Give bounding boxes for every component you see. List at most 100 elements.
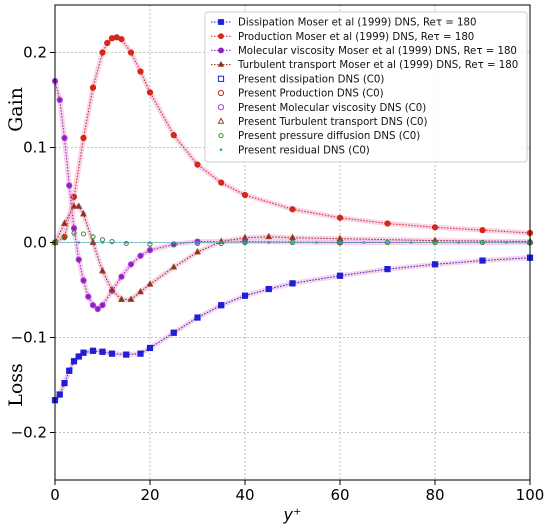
x-tick-label: 60: [330, 486, 349, 504]
data-point: [337, 272, 343, 279]
legend-item: Turbulent transport Moser et al (1999) D…: [211, 60, 518, 71]
data-point: [362, 241, 366, 244]
y-tick-label: −0.1: [11, 329, 47, 347]
legend-marker: [218, 19, 224, 25]
legend-items: Dissipation Moser et al (1999) DNS, Reτ …: [211, 18, 518, 156]
y-tick-label: 0.2: [23, 44, 47, 62]
data-point: [170, 132, 177, 139]
legend-label: Production Moser et al (1999) DNS, Reτ =…: [238, 32, 474, 43]
data-point: [242, 292, 248, 299]
legend-item: Production Moser et al (1999) DNS, Reτ =…: [211, 32, 474, 43]
legend-item: Present Turbulent transport DNS (C0): [217, 117, 428, 128]
data-point: [99, 237, 106, 243]
legend-marker: [217, 117, 225, 124]
data-point: [431, 224, 439, 231]
series-9: [53, 241, 532, 244]
data-point: [137, 68, 144, 75]
legend-marker: [217, 104, 225, 111]
data-point: [146, 344, 154, 352]
series-7: [51, 202, 534, 302]
data-point: [148, 241, 152, 244]
data-point: [170, 329, 177, 336]
data-point: [146, 247, 154, 254]
data-point: [118, 273, 125, 280]
data-point: [123, 351, 130, 358]
data-point: [241, 191, 249, 199]
x-tick-label: 40: [235, 486, 254, 504]
data-point: [241, 233, 249, 241]
legend-marker: [217, 75, 225, 82]
legend-item: Present pressure diffusion DNS (C0): [218, 131, 420, 142]
data-point: [70, 193, 78, 200]
data-point: [218, 302, 225, 309]
data-point: [265, 232, 273, 240]
data-point: [109, 350, 115, 357]
data-point: [75, 202, 83, 209]
data-point: [289, 280, 296, 287]
data-point: [479, 257, 486, 264]
data-point: [71, 230, 77, 236]
data-point: [267, 241, 271, 244]
data-point: [147, 345, 153, 351]
data-point: [137, 350, 144, 357]
data-point: [218, 302, 225, 309]
data-point: [89, 302, 97, 309]
data-point: [289, 280, 296, 287]
data-point: [386, 241, 389, 244]
data-point: [146, 280, 154, 287]
data-point: [409, 241, 413, 244]
data-point: [61, 134, 68, 142]
data-point: [265, 286, 272, 292]
series-halo: [53, 255, 531, 402]
legend-item: Present Molecular viscosity DNS (C0): [217, 103, 426, 114]
data-point: [137, 287, 144, 295]
data-point: [479, 257, 486, 264]
legend-label: Present residual DNS (C0): [238, 145, 370, 156]
data-point: [80, 277, 87, 284]
data-point: [56, 391, 63, 398]
data-point: [94, 305, 101, 313]
data-series-layer: [51, 34, 534, 404]
data-point: [80, 134, 87, 142]
data-point: [61, 219, 68, 226]
legend-marker: [218, 33, 224, 40]
data-point: [265, 285, 272, 293]
legend-item: Dissipation Moser et al (1999) DNS, Reτ …: [211, 18, 476, 29]
data-point: [66, 182, 73, 189]
x-tick-label: 0: [50, 486, 60, 504]
data-point: [99, 348, 106, 355]
data-point: [61, 380, 68, 386]
data-point: [289, 233, 296, 241]
data-point: [194, 247, 201, 255]
axis-ticks: 0 20 40 60 80 100 −0.2 −0.1 0.0 0.1 0.2: [11, 44, 545, 505]
data-point: [170, 329, 177, 336]
data-point: [80, 349, 87, 356]
legend-marker: [218, 133, 224, 139]
series-line: [54, 257, 531, 401]
data-point: [146, 89, 154, 96]
data-point: [219, 241, 223, 244]
legend-label: Turbulent transport Moser et al (1999) D…: [237, 60, 518, 71]
data-point: [479, 227, 486, 234]
data-point: [70, 358, 78, 365]
data-point: [127, 295, 135, 302]
data-point: [384, 266, 391, 273]
data-point: [194, 161, 201, 168]
data-point: [80, 231, 87, 237]
data-point: [89, 347, 97, 354]
x-tick-label: 100: [516, 486, 545, 504]
legend-marker: [219, 148, 223, 152]
data-point: [77, 241, 81, 244]
data-point: [338, 241, 342, 244]
legend-label: Molecular viscosity Moser et al (1999) D…: [238, 46, 517, 57]
data-point: [109, 238, 115, 245]
data-point: [196, 241, 199, 244]
legend-marker: [217, 89, 225, 97]
data-point: [172, 241, 176, 244]
x-tick-label: 80: [425, 486, 444, 504]
data-point: [56, 391, 63, 398]
data-point: [137, 252, 144, 259]
data-point: [127, 49, 135, 56]
data-point: [481, 241, 484, 244]
data-point: [314, 241, 318, 244]
